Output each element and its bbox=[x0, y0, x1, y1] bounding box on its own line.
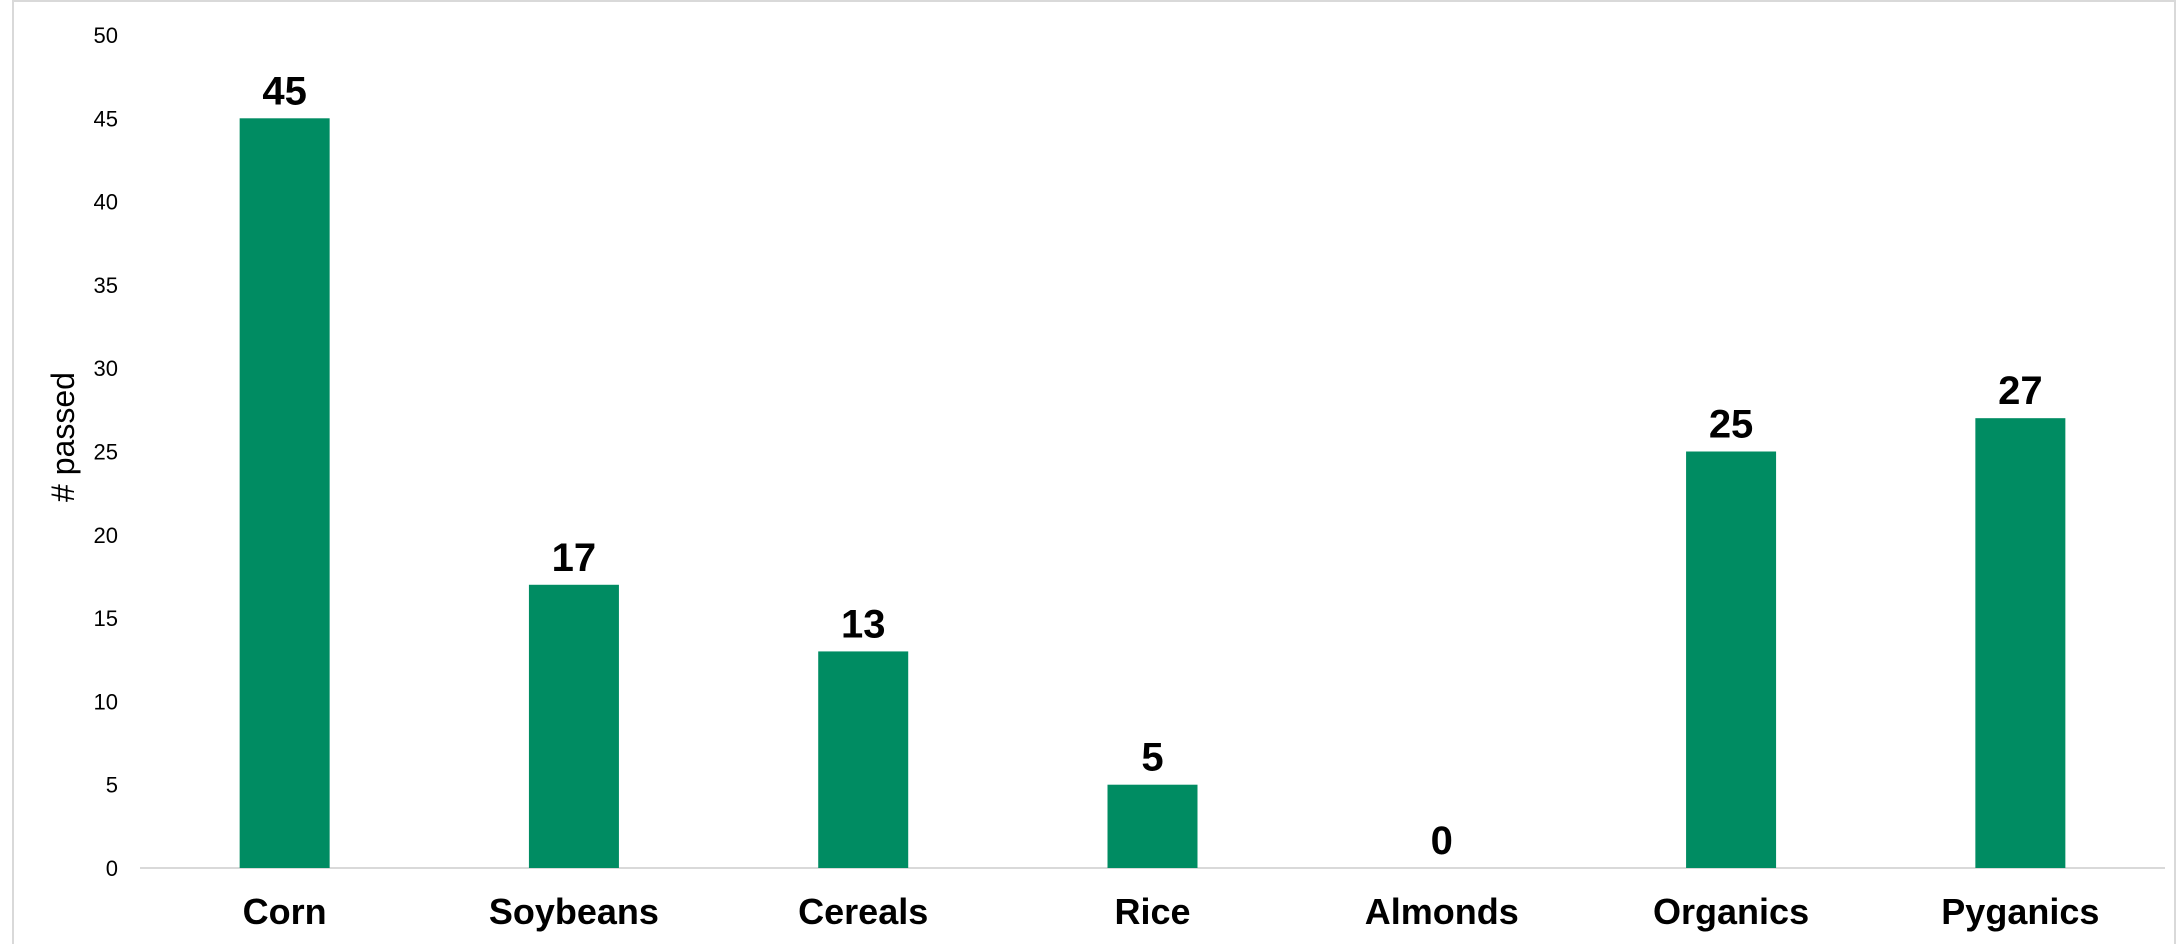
data-label-rice: 5 bbox=[1141, 736, 1163, 780]
category-label-soybeans: Soybeans bbox=[489, 891, 659, 932]
data-label-almonds: 0 bbox=[1431, 819, 1453, 863]
y-tick-label: 5 bbox=[106, 773, 118, 798]
y-tick-label: 10 bbox=[94, 689, 118, 714]
y-tick-label: 25 bbox=[94, 440, 118, 465]
category-label-pyganics: Pyganics bbox=[1941, 891, 2099, 932]
data-label-corn: 45 bbox=[262, 69, 307, 113]
category-label-organics: Organics bbox=[1653, 891, 1809, 932]
y-tick-label: 40 bbox=[94, 190, 118, 215]
data-label-cereals: 13 bbox=[841, 602, 886, 646]
y-tick-label: 15 bbox=[94, 606, 118, 631]
bar-organics bbox=[1686, 451, 1777, 868]
data-label-organics: 25 bbox=[1709, 403, 1754, 447]
y-tick-label: 50 bbox=[94, 23, 118, 48]
bar-rice bbox=[1107, 784, 1198, 868]
category-label-rice: Rice bbox=[1114, 891, 1190, 932]
bar-soybeans bbox=[528, 584, 619, 868]
data-label-soybeans: 17 bbox=[552, 536, 597, 580]
bar-pyganics bbox=[1975, 418, 2066, 868]
bars bbox=[239, 118, 2066, 869]
data-label-pyganics: 27 bbox=[1998, 369, 2043, 413]
chart-frame bbox=[12, 0, 2176, 944]
y-axis-ticks: 0 5 10 15 20 25 30 35 40 45 50 bbox=[94, 23, 118, 881]
category-label-corn: Corn bbox=[243, 891, 327, 932]
category-label-almonds: Almonds bbox=[1365, 891, 1519, 932]
category-labels: Corn Soybeans Cereals Rice Almonds Organics Py… bbox=[243, 891, 2100, 932]
y-tick-label: 35 bbox=[94, 273, 118, 298]
category-label-cereals: Cereals bbox=[798, 891, 928, 932]
data-labels: 45 17 13 5 0 25 27 bbox=[262, 69, 2042, 863]
y-tick-label: 0 bbox=[106, 856, 118, 881]
y-tick-label: 20 bbox=[94, 523, 118, 548]
bar-cereals bbox=[818, 651, 909, 868]
bar-corn bbox=[239, 118, 330, 869]
y-axis-title: # passed bbox=[45, 372, 81, 502]
y-tick-label: 45 bbox=[94, 106, 118, 131]
y-tick-label: 30 bbox=[94, 356, 118, 381]
